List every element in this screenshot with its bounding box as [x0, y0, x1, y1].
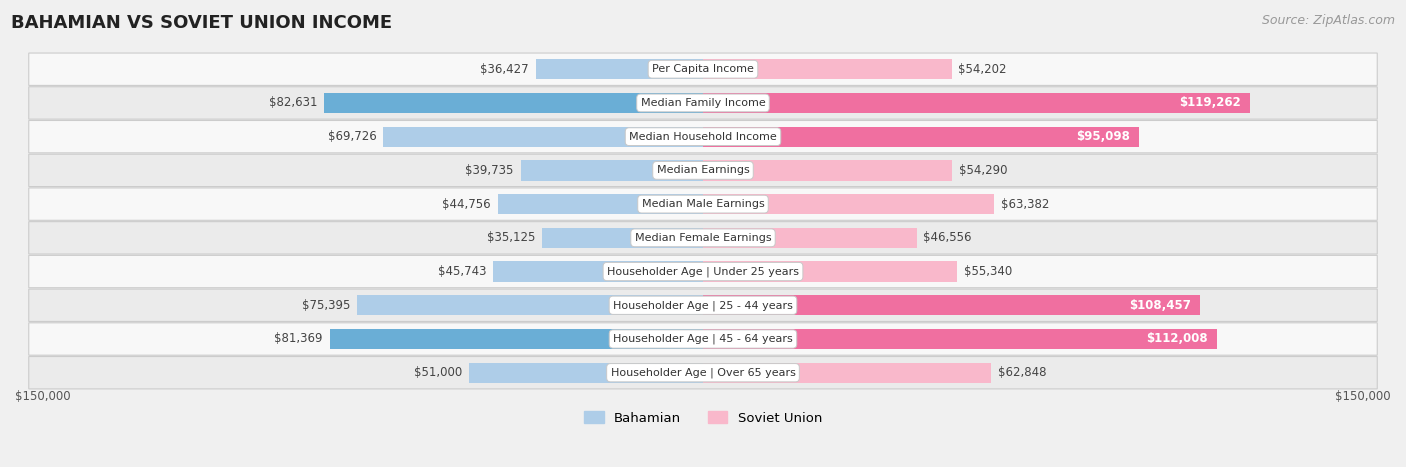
FancyBboxPatch shape [28, 255, 1378, 288]
Text: $119,262: $119,262 [1180, 97, 1241, 109]
FancyBboxPatch shape [28, 289, 1378, 321]
Text: Householder Age | Under 25 years: Householder Age | Under 25 years [607, 266, 799, 277]
FancyBboxPatch shape [28, 356, 1378, 389]
Bar [494, 262, 703, 282]
Text: Median Earnings: Median Earnings [657, 165, 749, 176]
Text: Householder Age | 45 - 64 years: Householder Age | 45 - 64 years [613, 334, 793, 344]
Bar [330, 329, 703, 349]
Text: Median Family Income: Median Family Income [641, 98, 765, 108]
Text: $39,735: $39,735 [465, 164, 513, 177]
Text: $150,000: $150,000 [1336, 390, 1391, 403]
FancyBboxPatch shape [28, 87, 1378, 119]
Text: $44,756: $44,756 [443, 198, 491, 211]
Bar [536, 59, 703, 79]
Text: $75,395: $75,395 [302, 299, 350, 312]
Text: Per Capita Income: Per Capita Income [652, 64, 754, 74]
FancyBboxPatch shape [28, 120, 1378, 153]
FancyBboxPatch shape [28, 53, 1378, 85]
Text: Median Male Earnings: Median Male Earnings [641, 199, 765, 209]
Bar [703, 160, 952, 181]
Text: Median Female Earnings: Median Female Earnings [634, 233, 772, 243]
Text: $54,202: $54,202 [959, 63, 1007, 76]
FancyBboxPatch shape [28, 188, 1378, 220]
Bar [498, 194, 703, 214]
Text: $95,098: $95,098 [1076, 130, 1130, 143]
FancyBboxPatch shape [28, 222, 1378, 254]
Bar [703, 329, 1216, 349]
Bar [384, 127, 703, 147]
Bar [703, 59, 952, 79]
FancyBboxPatch shape [28, 154, 1378, 187]
Text: Source: ZipAtlas.com: Source: ZipAtlas.com [1261, 14, 1395, 27]
Bar [703, 93, 1250, 113]
FancyBboxPatch shape [28, 323, 1378, 355]
Text: Householder Age | Over 65 years: Householder Age | Over 65 years [610, 368, 796, 378]
Text: $81,369: $81,369 [274, 333, 323, 346]
Text: $46,556: $46,556 [924, 231, 972, 244]
Text: $63,382: $63,382 [1001, 198, 1049, 211]
Bar [541, 228, 703, 248]
Bar [703, 362, 991, 383]
Text: $82,631: $82,631 [269, 97, 318, 109]
Bar [520, 160, 703, 181]
Bar [357, 295, 703, 315]
Text: BAHAMIAN VS SOVIET UNION INCOME: BAHAMIAN VS SOVIET UNION INCOME [11, 14, 392, 32]
Text: $35,125: $35,125 [486, 231, 536, 244]
Text: $112,008: $112,008 [1146, 333, 1208, 346]
Bar [703, 228, 917, 248]
Bar [703, 127, 1139, 147]
Text: $150,000: $150,000 [15, 390, 70, 403]
Bar [703, 295, 1201, 315]
Text: $51,000: $51,000 [413, 366, 463, 379]
Text: Householder Age | 25 - 44 years: Householder Age | 25 - 44 years [613, 300, 793, 311]
Text: $45,743: $45,743 [437, 265, 486, 278]
Text: $108,457: $108,457 [1129, 299, 1191, 312]
Legend: Bahamian, Soviet Union: Bahamian, Soviet Union [578, 406, 828, 430]
Bar [470, 362, 703, 383]
Text: $62,848: $62,848 [998, 366, 1046, 379]
Text: $55,340: $55,340 [963, 265, 1012, 278]
Text: Median Household Income: Median Household Income [628, 132, 778, 142]
Text: $69,726: $69,726 [328, 130, 377, 143]
Text: $54,290: $54,290 [959, 164, 1007, 177]
Bar [323, 93, 703, 113]
Bar [703, 194, 994, 214]
Bar [703, 262, 957, 282]
Text: $36,427: $36,427 [481, 63, 529, 76]
